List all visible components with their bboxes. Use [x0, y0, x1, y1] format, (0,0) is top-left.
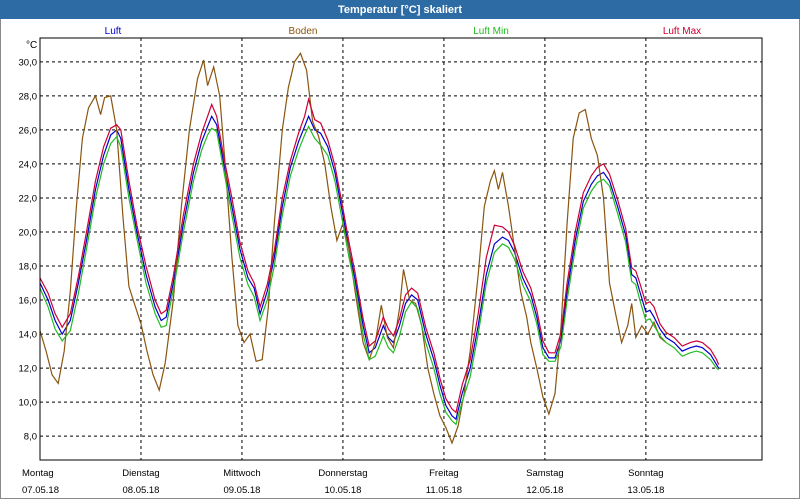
y-axis-ticks: 8,0 10,0 12,0 14,0 16,0 18,0 20,0 22,0 24,0 26,0 2…	[19, 57, 38, 442]
x-axis-ticks: Montag 07.05.18 Dienstag 08.05.18 Mittwoch 09…	[22, 468, 664, 496]
y-tick-label: 8,0	[24, 432, 37, 443]
y-tick-label: 20,0	[19, 227, 38, 238]
y-tick-label: 10,0	[19, 398, 38, 409]
legend-entry: Luft Min	[473, 26, 509, 37]
x-tick-day: Dienstag	[122, 468, 160, 479]
y-tick-label: 12,0	[19, 364, 38, 375]
x-tick-date: 11.05.18	[426, 485, 462, 496]
grid	[40, 38, 762, 460]
x-tick-date: 07.05.18	[22, 485, 59, 496]
chart-title: Temperatur [°C] skaliert	[337, 3, 462, 16]
legend-entry: Luft Max	[663, 26, 701, 37]
y-tick-label: 22,0	[19, 193, 38, 204]
legend-entry: Luft	[105, 26, 122, 37]
x-tick-date: 08.05.18	[122, 485, 159, 496]
x-tick-date: 09.05.18	[223, 485, 260, 496]
y-tick-label: 30,0	[19, 57, 38, 68]
y-tick-label: 24,0	[19, 159, 38, 170]
series-line-luft	[39, 114, 720, 421]
y-tick-label: 26,0	[19, 125, 38, 136]
x-tick-date: 12.05.18	[526, 485, 563, 496]
y-tick-label: 14,0	[19, 330, 38, 341]
series-line-boden	[39, 52, 667, 445]
y-tick-label: 18,0	[19, 262, 38, 273]
x-tick-day: Freitag	[429, 468, 459, 479]
y-axis-unit: °C	[26, 40, 37, 51]
series-line-luft-max	[39, 96, 720, 414]
plot-area	[39, 37, 763, 461]
series-lines	[39, 52, 720, 445]
x-tick-date: 13.05.18	[627, 485, 664, 496]
x-tick-date: 10.05.18	[324, 485, 361, 496]
x-tick-day: Mittwoch	[223, 468, 260, 479]
x-tick-day: Samstag	[526, 468, 564, 479]
x-tick-day: Montag	[22, 468, 54, 479]
chart-title-bar: Temperatur [°C] skaliert	[0, 0, 800, 19]
legend: Luft Boden Luft Min Luft Max	[105, 26, 702, 37]
legend-entry: Boden	[289, 26, 318, 37]
series-line-luft-min	[39, 125, 719, 426]
x-tick-day: Sonntag	[628, 468, 663, 479]
x-tick-day: Donnerstag	[318, 468, 367, 479]
y-tick-label: 28,0	[19, 91, 38, 102]
y-tick-label: 16,0	[19, 296, 38, 307]
